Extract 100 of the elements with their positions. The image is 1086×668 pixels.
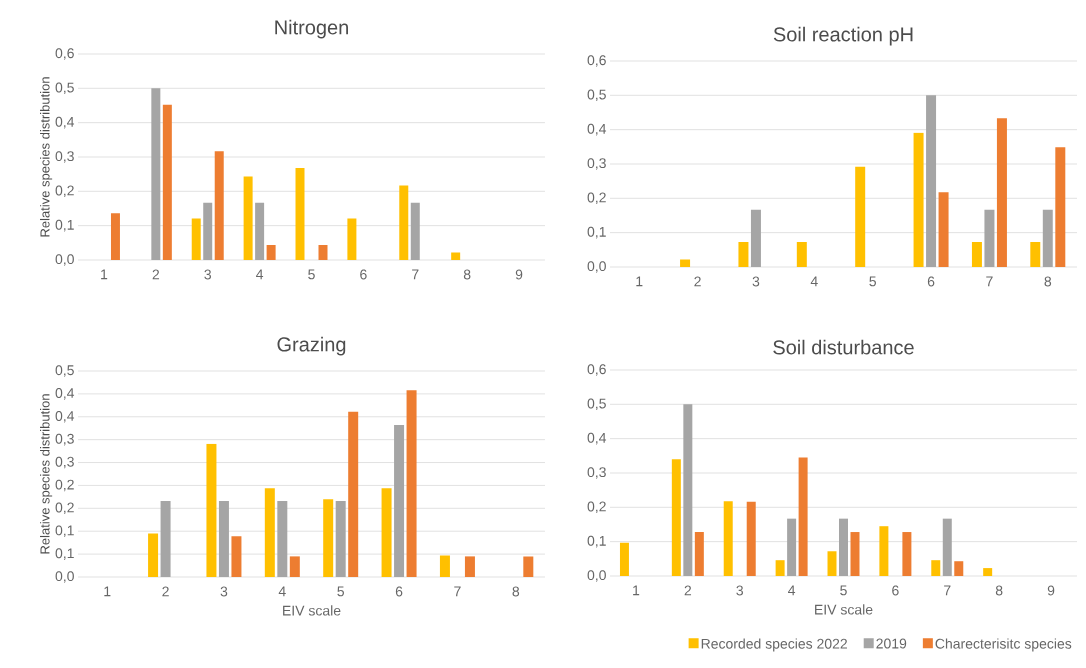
y-tick-label: 0,3 [587, 467, 606, 479]
chart-title: Nitrogen [275, 19, 348, 39]
x-tick-label: 2 [162, 586, 169, 597]
bar [347, 218, 357, 260]
x-tick-label: 8 [995, 585, 1003, 596]
y-tick-label: 0,5 [55, 82, 74, 95]
x-tick-label: 8 [1044, 276, 1052, 287]
bar [323, 499, 334, 577]
bar [214, 151, 224, 260]
y-tick-label: 0,4 [55, 116, 75, 129]
bar [680, 259, 691, 267]
bar [231, 536, 242, 577]
bar [996, 118, 1007, 267]
y-tick-label: 0,4 [55, 410, 75, 423]
x-tick-label: 3 [220, 586, 228, 597]
bar [902, 532, 912, 576]
x-tick-label: 8 [512, 586, 520, 597]
bar [160, 501, 171, 577]
y-tick-label: 0,6 [55, 48, 74, 60]
bar [295, 167, 305, 260]
x-tick-label: 4 [278, 586, 286, 597]
y-tick-label: 0,3 [587, 158, 606, 170]
y-tick-label: 0,4 [587, 432, 607, 445]
bar [243, 176, 253, 260]
legend-label: 2019 [876, 638, 907, 649]
bar [746, 501, 756, 576]
y-tick-label: 0,2 [587, 192, 606, 205]
bar [827, 551, 837, 576]
y-tick-label: 0,5 [587, 89, 606, 102]
y-tick-label: 0,6 [587, 364, 606, 376]
y-tick-label: 0,1 [55, 219, 74, 232]
bar [203, 202, 213, 260]
x-tick-label: 4 [810, 276, 818, 287]
bar [683, 404, 693, 576]
bar [348, 411, 359, 577]
x-tick-label: 7 [454, 586, 461, 597]
y-tick-label: 0,0 [587, 261, 606, 273]
y-tick-label: 0,3 [55, 456, 74, 469]
x-tick-label: 5 [840, 585, 847, 596]
y-axis-title: Relative species distribution [40, 77, 53, 237]
bar [191, 218, 201, 260]
y-tick-label: 0,1 [587, 226, 606, 239]
bar [983, 568, 993, 576]
bar [750, 209, 761, 267]
x-axis-title: EIV scale [815, 604, 873, 615]
x-tick-label: 4 [788, 585, 796, 596]
bar [938, 192, 949, 267]
bar [218, 501, 229, 577]
bar [839, 518, 848, 576]
bar [619, 542, 629, 576]
y-tick-label: 0,5 [587, 398, 606, 411]
y-tick-label: 0,2 [587, 501, 606, 514]
y-tick-label: 0,5 [55, 365, 74, 377]
bar [110, 213, 120, 260]
bar [984, 209, 995, 267]
bar [1030, 241, 1041, 267]
y-tick-label: 0,2 [55, 479, 74, 492]
x-tick-label: 6 [892, 585, 899, 596]
x-tick-label: 3 [752, 276, 760, 287]
bar [410, 202, 420, 260]
y-axis-title: Relative species distribution [40, 394, 53, 554]
y-tick-label: 0,6 [587, 55, 606, 67]
bar [879, 526, 889, 576]
bar [931, 560, 941, 576]
bar [148, 533, 159, 577]
bar [264, 488, 275, 577]
bar [523, 556, 534, 577]
bar [954, 561, 964, 576]
y-tick-label: 0,1 [55, 548, 74, 560]
bar [942, 518, 952, 576]
x-tick-label: 9 [1047, 585, 1055, 596]
legend-label: Recorded species 2022 [701, 638, 847, 652]
x-tick-label: 4 [256, 269, 264, 280]
bar [694, 532, 704, 576]
x-tick-label: 7 [412, 269, 419, 280]
bar [787, 518, 797, 576]
x-tick-label: 6 [395, 586, 403, 597]
bar [926, 95, 937, 267]
chart-title: Soil reaction pH [773, 26, 913, 46]
bar [394, 425, 405, 577]
y-tick-label: 0,0 [55, 254, 74, 266]
bar [151, 88, 161, 260]
y-tick-label: 0,3 [55, 433, 74, 446]
bar [206, 443, 217, 577]
chart-title: Grazing [277, 336, 346, 356]
bar [738, 241, 749, 267]
bar [850, 532, 860, 576]
bar [798, 457, 808, 576]
x-tick-label: 5 [308, 269, 315, 280]
bar [796, 241, 807, 267]
bar [464, 556, 475, 577]
x-tick-label: 1 [636, 276, 643, 287]
x-tick-label: 6 [360, 269, 367, 280]
bar [381, 488, 392, 577]
bar [406, 390, 417, 577]
x-tick-label: 7 [944, 585, 951, 596]
y-tick-label: 0,0 [587, 570, 606, 582]
y-tick-label: 0,4 [55, 388, 75, 400]
bar [971, 241, 982, 267]
y-tick-label: 0,3 [55, 151, 74, 163]
